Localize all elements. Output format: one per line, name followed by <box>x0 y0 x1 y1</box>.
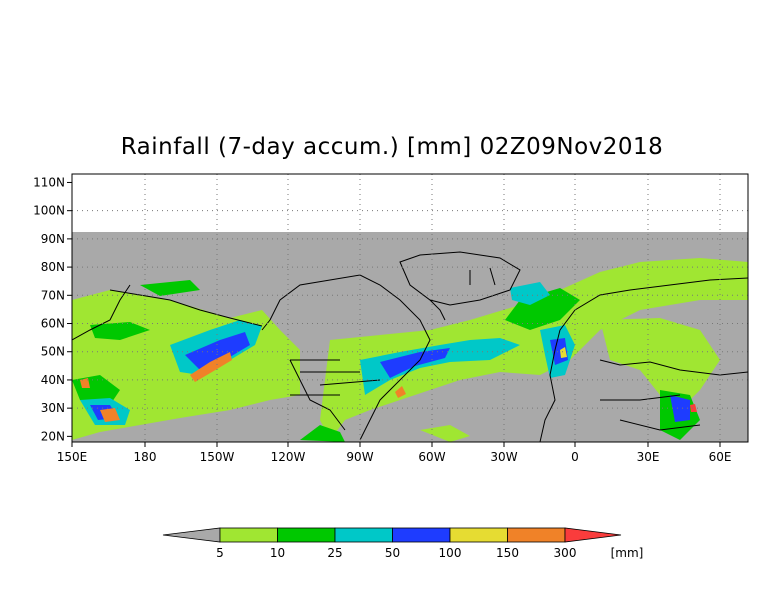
lon-tick-label: 60E <box>709 450 732 464</box>
plot-frame <box>71 173 749 443</box>
lon-tick-label: 150W <box>200 450 235 464</box>
chart-title: Rainfall (7-day accum.) [mm] 02Z09Nov201… <box>120 134 664 160</box>
rainfall-shading <box>72 258 748 442</box>
latitude-axis: 110N 100N 90N 80N 70N 60N 50N 40N 30N 20N <box>33 175 72 443</box>
colorbar-label: 25 <box>327 546 342 560</box>
lat-tick-label: 70N <box>41 288 65 302</box>
lat-tick-label: 20N <box>41 429 65 443</box>
colorbar-unit: [mm] <box>611 546 644 560</box>
lon-tick-label: 120W <box>271 450 306 464</box>
lon-tick-label: 90W <box>346 450 373 464</box>
longitude-axis: 150E 180 150W 120W 90W 60W 30W 0 30E 60E <box>57 442 732 464</box>
lat-tick-label: 100N <box>33 204 65 218</box>
lat-tick-label: 50N <box>41 345 65 359</box>
colorbar-label: 300 <box>554 546 577 560</box>
colorbar-swatch <box>277 527 336 543</box>
colorbar-swatch <box>392 527 451 543</box>
lon-tick-label: 0 <box>571 450 579 464</box>
lon-tick-label: 150E <box>57 450 88 464</box>
colorbar-under-triangle <box>162 527 221 543</box>
lon-tick-label: 30W <box>490 450 517 464</box>
lon-tick-label: 30E <box>637 450 660 464</box>
lat-tick-label: 60N <box>41 317 65 331</box>
colorbar: 5 10 25 50 100 150 300 [mm] <box>162 527 644 560</box>
lat-tick-label: 30N <box>41 401 65 415</box>
colorbar-label: 100 <box>439 546 462 560</box>
lat-tick-label: 80N <box>41 260 65 274</box>
colorbar-swatch <box>449 527 508 543</box>
lon-tick-label: 180 <box>134 450 157 464</box>
colorbar-label: 10 <box>270 546 285 560</box>
colorbar-label: 50 <box>385 546 400 560</box>
lon-tick-label: 60W <box>418 450 445 464</box>
lat-tick-label: 90N <box>41 232 65 246</box>
lat-tick-label: 40N <box>41 373 65 387</box>
colorbar-swatch <box>507 527 566 543</box>
lat-tick-label: 110N <box>33 175 65 189</box>
colorbar-label: 5 <box>216 546 224 560</box>
colorbar-swatch <box>219 527 278 543</box>
colorbar-swatch <box>334 527 393 543</box>
colorbar-label: 150 <box>496 546 519 560</box>
colorbar-over-triangle <box>564 527 622 543</box>
